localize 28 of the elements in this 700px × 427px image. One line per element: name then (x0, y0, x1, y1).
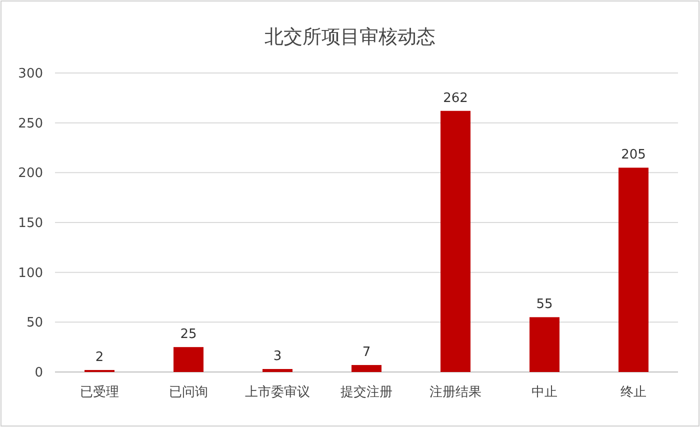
data-label: 3 (273, 349, 282, 364)
y-tick-label: 50 (26, 316, 43, 331)
y-tick-label: 100 (18, 266, 43, 281)
y-tick-label: 0 (34, 366, 43, 381)
bar (262, 369, 292, 372)
data-label: 55 (536, 297, 553, 312)
chart-title: 北交所项目审核动态 (264, 26, 436, 48)
data-label: 205 (621, 148, 646, 163)
bar (530, 317, 560, 372)
y-tick-label: 200 (18, 166, 43, 182)
bar (352, 365, 382, 372)
x-tick-label: 已问询 (169, 385, 208, 400)
x-tick-label: 提交注册 (340, 384, 392, 400)
x-tick-label: 中止 (532, 385, 558, 400)
data-label: 262 (443, 90, 468, 106)
bar (618, 168, 648, 372)
data-label: 7 (362, 345, 371, 360)
bar (174, 347, 204, 372)
bar (440, 110, 470, 372)
y-tick-label: 250 (18, 116, 43, 132)
y-tick-label: 150 (18, 216, 43, 232)
x-tick-label: 注册结果 (430, 385, 482, 400)
data-label: 2 (95, 350, 104, 366)
x-tick-label: 已受理 (80, 385, 119, 400)
x-tick-label: 终止 (620, 385, 646, 400)
data-label: 25 (180, 327, 197, 342)
x-tick-label: 上市委审议 (245, 384, 310, 400)
y-tick-label: 300 (18, 66, 43, 82)
